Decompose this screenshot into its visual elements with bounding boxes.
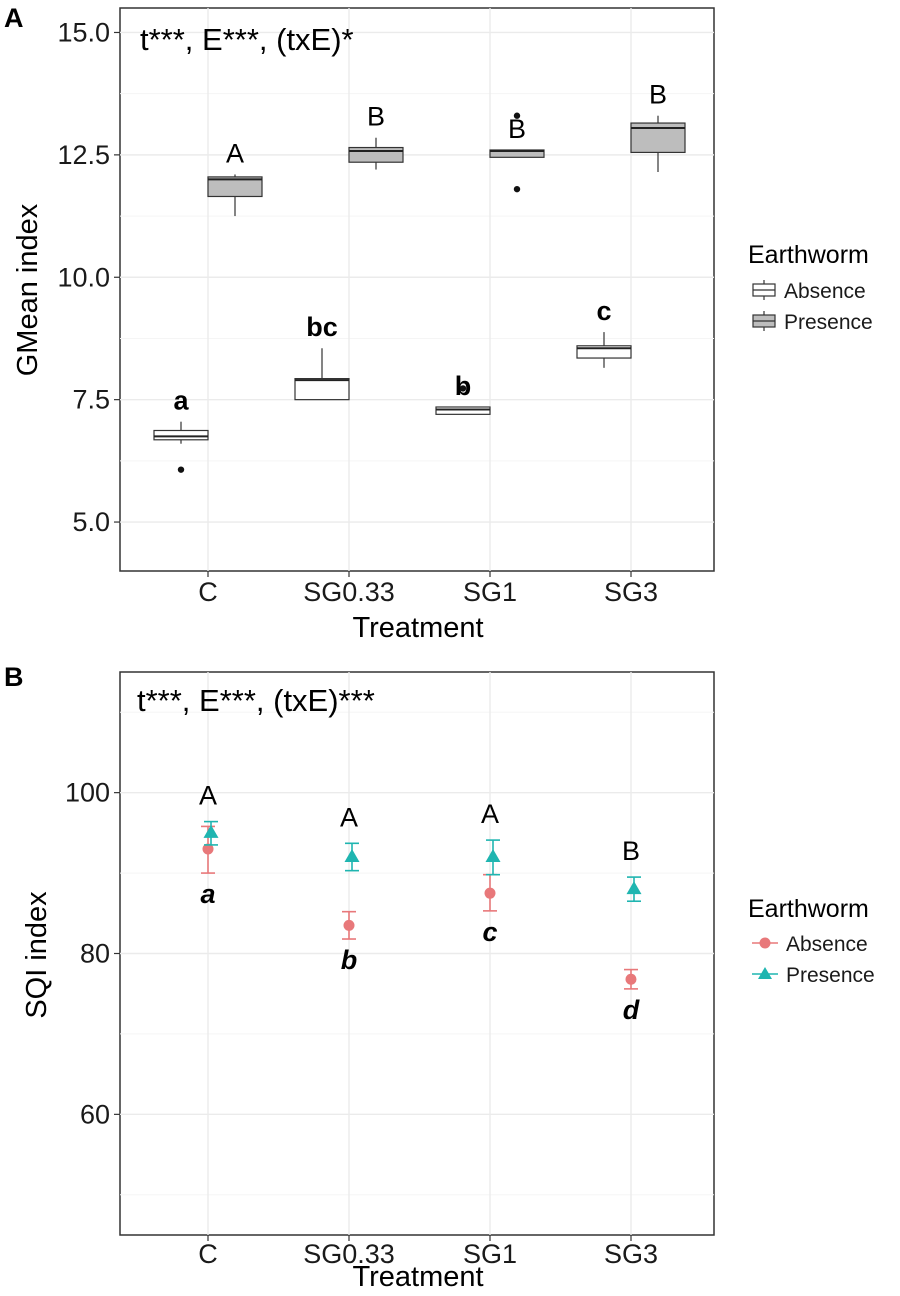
box-presence-c: [207, 174, 263, 217]
group-letter-presence-c: A: [199, 781, 217, 811]
x-tick-label-sg0-33: SG0.33: [303, 577, 395, 607]
box-body: [153, 429, 209, 441]
y-tick-label: 7.5: [72, 385, 110, 415]
point-presence-c: [203, 820, 219, 846]
legend-a: Earthworm Absence Presence: [748, 241, 873, 334]
box-absence-c: [153, 421, 209, 473]
box-body: [207, 176, 263, 198]
group-letter-absence-sg0-33: b: [341, 945, 358, 975]
x-axis-title-a: Treatment: [352, 612, 483, 644]
outlier-point: [459, 385, 467, 392]
mean-marker-circle: [484, 887, 496, 899]
legend-key-absence-b: [752, 937, 778, 949]
x-tick-label-sg1: SG1: [463, 577, 517, 607]
gridlines-a: [120, 8, 714, 571]
legend-b: Earthworm Absence Presence: [748, 895, 875, 987]
legend-key-presence-b: [752, 967, 778, 979]
x-tick-label-sg3: SG3: [604, 577, 658, 607]
y-axis-b: 60 80 100: [65, 778, 120, 1129]
outlier-point: [177, 466, 185, 473]
box-absence-sg1: [435, 385, 491, 415]
point-absence-sg3: [624, 968, 638, 990]
outlier-point: [513, 112, 521, 119]
group-letter-absence-c: a: [173, 386, 189, 416]
mean-marker-triangle: [203, 824, 219, 838]
group-letter-presence-sg0-33: A: [340, 802, 358, 832]
point-absence-sg0-33: [342, 910, 356, 940]
y-tick-label: 12.5: [57, 140, 110, 170]
box-presence-sg0-33: [348, 137, 404, 170]
x-tick-label-sg0-33: SG0.33: [303, 1239, 395, 1269]
group-letter-presence-sg0-33: B: [367, 102, 385, 132]
panel-label-b: B: [4, 662, 24, 692]
box-absence-sg0-33: [294, 348, 350, 401]
legend-key-absence-a: [752, 280, 776, 300]
legend-title-a: Earthworm: [748, 241, 869, 269]
group-letter-absence-sg3: d: [623, 995, 640, 1025]
points-b: [201, 820, 642, 990]
x-tick-label-sg1: SG1: [463, 1239, 517, 1269]
y-axis-title-b: SQI index: [21, 891, 53, 1019]
y-axis-title-a: GMean index: [12, 203, 44, 376]
legend-label-presence-a: Presence: [784, 311, 873, 334]
y-tick-label: 10.0: [57, 262, 110, 292]
box-presence-sg1: [489, 112, 545, 193]
plot-area-a: [119, 7, 715, 572]
group-letter-presence-sg1: A: [481, 799, 499, 829]
group-letter-presence-sg3: B: [622, 836, 640, 866]
box-body: [435, 406, 491, 415]
x-axis-a: C SG0.33 SG1 SG3: [198, 571, 658, 607]
group-letter-absence-sg3: c: [596, 296, 611, 326]
box-presence-sg3: [630, 115, 686, 173]
mean-marker-circle: [202, 843, 214, 855]
stat-text-b: t***, E***, (txE)***: [137, 683, 375, 718]
group-letter-presence-sg1: B: [508, 114, 526, 144]
y-tick-label: 80: [80, 939, 110, 969]
mean-marker-triangle: [344, 848, 360, 862]
group-letter-absence-c: a: [200, 879, 215, 909]
x-tick-label-c: C: [198, 1239, 218, 1269]
y-tick-label: 60: [80, 1099, 110, 1129]
point-presence-sg1: [485, 839, 501, 876]
group-letter-absence-sg1: c: [482, 917, 497, 947]
group-letter-presence-c: A: [226, 138, 244, 168]
y-tick-label: 15.0: [57, 17, 110, 47]
box-body: [294, 378, 350, 401]
panel-b: B a b c d A A A B 60 80 100 C SG0.33 SG1 SG3 t***, E…: [4, 662, 875, 1293]
panel-label-a: A: [4, 3, 24, 33]
mean-marker-circle: [343, 919, 355, 931]
point-presence-sg3: [626, 876, 642, 903]
y-tick-label: 100: [65, 778, 110, 808]
mean-marker-triangle: [626, 881, 642, 895]
x-tick-label-sg3: SG3: [604, 1239, 658, 1269]
mean-marker-triangle: [485, 848, 501, 862]
group-letter-absence-sg1: b: [455, 371, 472, 401]
legend-key-presence-a: [752, 311, 776, 331]
group-letter-absence-sg0-33: bc: [306, 312, 338, 342]
x-axis-b: C SG0.33 SG1 SG3: [198, 1235, 658, 1269]
legend-title-b: Earthworm: [748, 895, 869, 923]
letters-b: a b c d A A A B: [199, 781, 640, 1025]
legend-label-absence-b: Absence: [786, 933, 868, 956]
y-axis-a: 5.0 7.5 10.0 12.5 15.0: [57, 17, 120, 537]
outlier-point: [513, 185, 521, 193]
group-letter-presence-sg3: B: [649, 80, 667, 110]
legend-label-presence-b: Presence: [786, 964, 875, 987]
mean-marker-circle: [625, 973, 637, 985]
point-absence-sg1: [483, 873, 497, 912]
box-body: [348, 146, 404, 163]
x-tick-label-c: C: [198, 577, 218, 607]
x-axis-title-b: Treatment: [352, 1261, 483, 1293]
gridlines-b: [120, 672, 714, 1235]
stat-text-a: t***, E***, (txE)*: [140, 22, 354, 57]
point-presence-sg0-33: [344, 842, 360, 872]
boxes-a: [153, 112, 686, 473]
y-tick-label: 5.0: [72, 507, 110, 537]
legend-label-absence-a: Absence: [784, 280, 866, 303]
box-absence-sg3: [576, 332, 632, 368]
